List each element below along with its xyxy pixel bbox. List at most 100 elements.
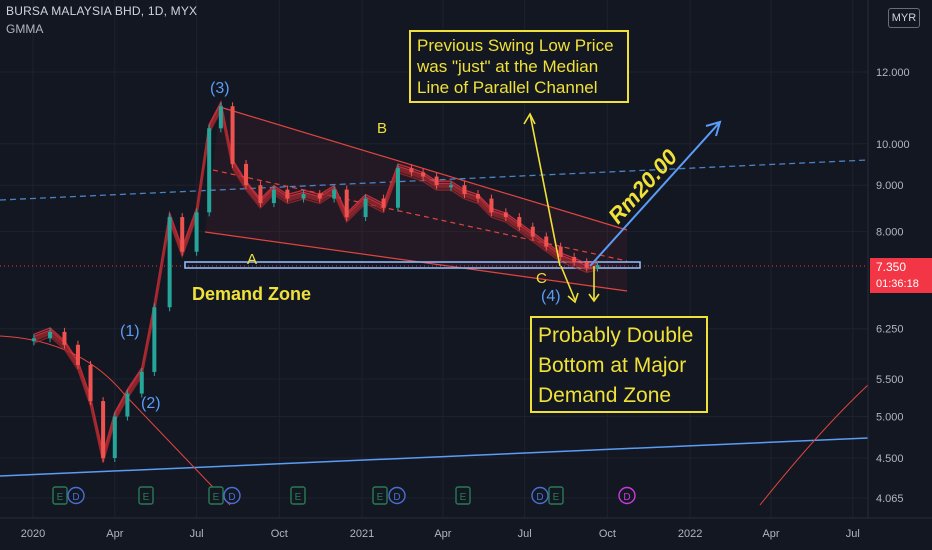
candle-body	[194, 212, 199, 252]
earnings-marker	[138, 486, 154, 505]
candle-body	[544, 236, 549, 247]
x-tick-label: Jul	[846, 528, 860, 540]
candle-body	[448, 185, 453, 188]
candle-body	[180, 217, 185, 252]
earnings-marker	[455, 486, 471, 505]
earnings-marker	[548, 486, 564, 505]
target-arrow-line	[589, 121, 721, 267]
x-tick-label: Oct	[271, 528, 288, 540]
gmma-line	[33, 108, 598, 463]
candle-body	[88, 364, 93, 402]
target-price-label: Rm20.00	[603, 144, 683, 229]
candle-body	[530, 226, 535, 237]
x-tick-label: Apr	[762, 528, 779, 540]
candle-body	[207, 128, 212, 213]
event-label: E	[57, 492, 64, 503]
candle-body	[48, 331, 53, 339]
event-label: D	[623, 492, 630, 503]
swing-low-note[interactable]: Previous Swing Low Price was "just" at t…	[409, 30, 629, 103]
trend-lines	[0, 106, 869, 506]
candle-body	[409, 168, 414, 173]
double-bottom-note[interactable]: Probably Double Bottom at Major Demand Z…	[530, 316, 708, 413]
event-label: E	[460, 492, 467, 503]
dividend-marker	[531, 486, 549, 505]
earnings-marker	[52, 486, 68, 505]
candle-body	[395, 168, 400, 208]
gmma-ribbon	[33, 100, 598, 463]
event-label: E	[295, 492, 302, 503]
dividend-marker	[618, 486, 636, 505]
y-tick-label: 4.500	[876, 453, 904, 465]
earnings-marker	[290, 486, 306, 505]
candle-body	[152, 307, 157, 372]
candle-body	[489, 198, 494, 213]
y-tick-label: 9.000	[876, 180, 904, 192]
x-tick-label: 2020	[21, 528, 45, 540]
dividend-marker	[67, 486, 85, 505]
candles	[31, 102, 600, 462]
candle-body	[595, 264, 600, 268]
y-tick-label: 4.065	[876, 493, 904, 505]
indicator-label[interactable]: GMMA	[6, 22, 44, 36]
candle-body	[31, 338, 36, 342]
x-tick-label: Jul	[518, 528, 532, 540]
candle-body	[381, 198, 386, 208]
event-label: E	[377, 492, 384, 503]
y-tick-label: 5.000	[876, 412, 904, 424]
wave-2-label: (2)	[141, 395, 161, 412]
point-c-label: C	[536, 270, 547, 287]
chart-title: BURSA MALAYSIA BHD, 1D, MYX	[6, 4, 198, 18]
bar-countdown-tag: 01:36:18	[870, 276, 932, 293]
wave-3-label: (3)	[210, 80, 230, 97]
dividend-marker	[388, 486, 406, 505]
candle-body	[244, 163, 249, 186]
earnings-marker	[208, 486, 224, 505]
down-arrow-2-head	[588, 293, 600, 303]
x-tick-label: Apr	[434, 528, 451, 540]
x-tick-label: Jul	[190, 528, 204, 540]
candle-body	[271, 189, 276, 204]
last-price-tag: 7.350	[870, 258, 932, 276]
candle-body	[317, 194, 322, 199]
candle-body	[101, 401, 106, 458]
x-tick-label: 2021	[350, 528, 374, 540]
y-tick-label: 5.500	[876, 374, 904, 386]
candle-body	[572, 256, 577, 263]
x-tick-label: Oct	[599, 528, 616, 540]
x-tick-label: 2022	[678, 528, 702, 540]
y-tick-label: 8.000	[876, 227, 904, 239]
candle-body	[167, 217, 172, 308]
candle-body	[218, 106, 223, 129]
candle-body	[230, 106, 235, 164]
candle-body	[301, 194, 306, 199]
time-axis	[0, 518, 932, 550]
channel-median	[212, 169, 628, 262]
candle-body	[462, 185, 467, 195]
y-tick-label: 6.250	[876, 324, 904, 336]
candle-body	[62, 331, 67, 345]
point-a-label: A	[247, 251, 257, 268]
event-label: E	[213, 492, 220, 503]
candle-body	[285, 189, 290, 199]
down-arrow-1	[560, 265, 576, 301]
candle-body	[517, 217, 522, 227]
note-arrow-head	[523, 112, 536, 125]
demand-zone-label: Demand Zone	[192, 284, 311, 304]
event-label: D	[228, 492, 235, 503]
gmma-line	[33, 102, 598, 459]
currency-badge[interactable]: MYR	[888, 8, 920, 28]
chart-grid	[0, 0, 868, 518]
down-arrow-1-head	[567, 292, 579, 304]
gmma-line	[33, 106, 598, 461]
candle-body	[344, 189, 349, 218]
demand-zone-box	[184, 261, 641, 269]
candle-body	[75, 344, 80, 365]
candle-body	[125, 393, 130, 417]
channel-fill	[205, 107, 627, 291]
candle-body	[584, 262, 589, 268]
event-label: D	[72, 492, 79, 503]
candle-body	[503, 212, 508, 218]
y-tick-label: 10.000	[876, 139, 910, 151]
